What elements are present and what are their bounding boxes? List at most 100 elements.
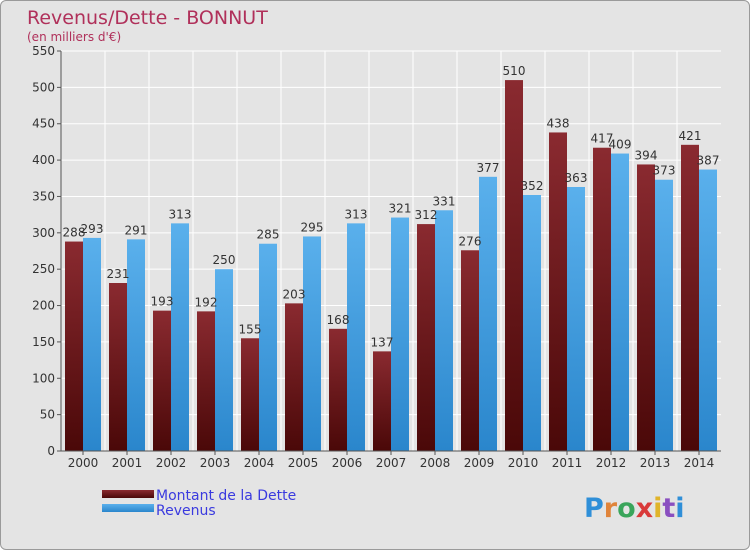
chart-title: Revenus/Dette - BONNUT: [27, 7, 268, 29]
data-label-revenus: 373: [653, 164, 676, 178]
logo-letter: i: [653, 493, 662, 524]
x-tick-label: 2010: [508, 456, 539, 470]
y-tick-label: 300: [32, 226, 55, 240]
x-tick-label: 2006: [332, 456, 363, 470]
logo-text: Proxiti: [584, 493, 685, 524]
y-tick-label: 200: [32, 299, 55, 313]
bar-debt: [505, 80, 523, 451]
y-tick-label: 350: [32, 189, 55, 203]
data-label-debt: 192: [195, 295, 218, 309]
logo-letter: o: [617, 493, 636, 524]
bar-revenus: [83, 237, 101, 451]
bar-revenus: [347, 223, 365, 451]
bar-debt: [65, 241, 83, 451]
y-tick-label: 0: [47, 444, 55, 458]
chart-subtitle: (en milliers d'€): [27, 30, 121, 44]
x-tick-label: 2009: [464, 456, 495, 470]
x-tick-label: 2008: [420, 456, 451, 470]
bar-debt: [329, 328, 347, 451]
y-tick-label: 450: [32, 117, 55, 131]
bar-debt: [197, 311, 215, 451]
data-label-debt: 193: [151, 295, 174, 309]
data-label-debt: 137: [371, 335, 394, 349]
data-label-debt: 438: [547, 116, 570, 130]
data-label-debt: 394: [635, 148, 658, 162]
y-tick-label: 50: [40, 408, 55, 422]
data-label-revenus: 377: [477, 161, 500, 175]
bar-debt: [681, 144, 699, 451]
x-tick-label: 2012: [596, 456, 627, 470]
data-label-debt: 417: [591, 132, 614, 146]
data-label-revenus: 285: [257, 228, 280, 242]
y-tick-label: 550: [32, 44, 55, 58]
logo-letter: x: [636, 493, 653, 524]
data-label-debt: 203: [283, 287, 306, 301]
bar-revenus: [435, 210, 453, 451]
bar-debt: [593, 147, 611, 451]
y-tick-label: 400: [32, 153, 55, 167]
data-label-debt: 288: [63, 226, 86, 240]
x-tick-label: 2013: [640, 456, 671, 470]
logo-letter: P: [584, 493, 604, 524]
bar-revenus: [655, 179, 673, 451]
x-tick-label: 2011: [552, 456, 583, 470]
bar-debt: [549, 132, 567, 452]
bar-debt: [461, 250, 479, 451]
x-tick-label: 2014: [684, 456, 715, 470]
legend-swatch-debt: [102, 490, 154, 498]
bar-revenus: [215, 269, 233, 451]
bar-debt: [153, 310, 171, 451]
bar-revenus: [699, 169, 717, 451]
bar-debt: [373, 351, 391, 451]
bar-debt: [241, 338, 259, 451]
bar-debt: [637, 164, 655, 452]
axis-layer: 0 50 100 150 200 250 300 350 400 450 500 550 2000 200…: [32, 44, 721, 470]
data-label-debt: 312: [415, 208, 438, 222]
data-label-debt: 155: [239, 322, 262, 336]
data-label-debt: 231: [107, 267, 130, 281]
x-tick-label: 2002: [156, 456, 187, 470]
data-label-revenus: 250: [213, 253, 236, 267]
data-label-revenus: 363: [565, 171, 588, 185]
data-label-debt: 421: [679, 129, 702, 143]
x-tick-label: 2001: [112, 456, 143, 470]
y-tick-label: 150: [32, 335, 55, 349]
y-tick-label: 500: [32, 80, 55, 94]
x-tick-label: 2000: [68, 456, 99, 470]
bar-revenus: [127, 239, 145, 451]
data-label-revenus: 295: [301, 220, 324, 234]
data-label-revenus: 293: [81, 222, 104, 236]
logo-letter: r: [604, 493, 618, 524]
bar-revenus: [567, 187, 585, 451]
data-label-revenus: 331: [433, 194, 456, 208]
data-label-revenus: 387: [697, 154, 720, 168]
data-label-revenus: 409: [609, 138, 632, 152]
x-tick-label: 2003: [200, 456, 231, 470]
bar-revenus: [391, 217, 409, 451]
bar-revenus: [479, 176, 497, 451]
data-label-revenus: 352: [521, 179, 544, 193]
data-label-revenus: 313: [345, 207, 368, 221]
bar-revenus: [259, 243, 277, 451]
data-label-debt: 510: [503, 64, 526, 78]
logo-letter: t: [662, 493, 675, 524]
logo-letter: i: [675, 493, 684, 524]
y-tick-label: 250: [32, 262, 55, 276]
x-tick-label: 2007: [376, 456, 407, 470]
x-tick-label: 2005: [288, 456, 319, 470]
legend: Montant de la Dette Revenus: [102, 488, 296, 519]
bars-layer: [65, 80, 717, 452]
bar-revenus: [611, 153, 629, 451]
data-label-revenus: 321: [389, 202, 412, 216]
x-tick-label: 2004: [244, 456, 275, 470]
bar-debt: [109, 283, 127, 451]
data-label-debt: 276: [459, 234, 482, 248]
bar-revenus: [303, 236, 321, 451]
bar-debt: [285, 303, 303, 451]
data-label-revenus: 291: [125, 223, 148, 237]
legend-label-revenus: Revenus: [156, 503, 216, 519]
y-tick-label: 100: [32, 371, 55, 385]
